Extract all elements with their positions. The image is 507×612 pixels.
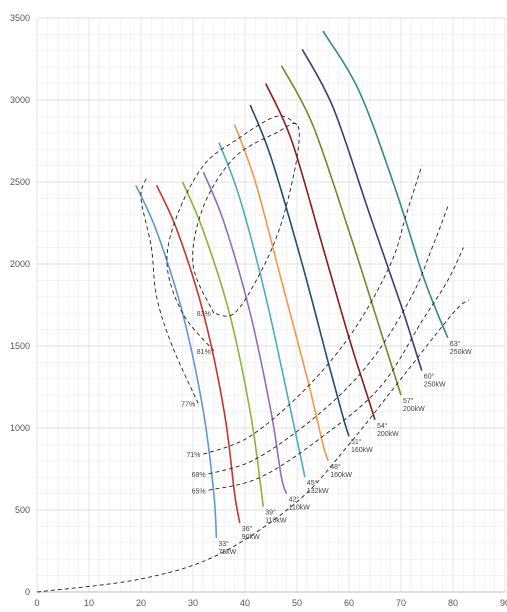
fan-curve-label: 110kW [289, 505, 311, 512]
fan-curve [280, 65, 402, 396]
fan-curve-label: 250kW [450, 349, 472, 356]
efficiency-contour [140, 178, 199, 404]
grid [36, 17, 506, 593]
x-tick-label: 80 [448, 598, 458, 608]
efficiency-contours [140, 115, 464, 491]
fan-curve [265, 83, 376, 421]
x-tick-label: 40 [240, 598, 250, 608]
y-tick-label: 2000 [10, 259, 30, 269]
fan-curve [249, 104, 350, 437]
fan-curve-label: 45° [307, 479, 318, 487]
fan-curve [135, 184, 218, 538]
fan-curve-label: 200kW [403, 406, 425, 413]
efficiency-contour [203, 165, 423, 455]
fan-curve-label: 63° [450, 340, 461, 348]
fan-curve [233, 124, 329, 462]
fan-curve [202, 171, 288, 494]
fan-curve-label: 250kW [424, 382, 446, 389]
x-tick-label: 70 [396, 598, 406, 608]
fan-curve-label: 75kW [218, 549, 236, 556]
fan-curves [135, 30, 449, 538]
fan-curve-label: 160kW [330, 472, 352, 479]
system-curve [36, 299, 469, 593]
y-tick-label: 0 [25, 587, 30, 597]
fan-curve-label: 39° [265, 509, 276, 517]
fan-curve [218, 142, 306, 478]
fan-curve [301, 48, 423, 371]
tick-labels: 0 10 20 30 40 50 60 70 80 90 0 500 1000 1500 2000 2500 3… [10, 13, 507, 608]
fan-curve [155, 184, 241, 524]
y-tick-label: 3500 [10, 13, 30, 23]
fan-curve-label: 33° [218, 540, 229, 548]
efficiency-label: 71% [186, 452, 200, 459]
fan-curve-label: 54° [377, 422, 388, 430]
efficiency-label: 83% [197, 311, 211, 318]
annotations: 33°75kW36°90kW39°110kW42°110kW45°132kW48… [181, 311, 472, 556]
fan-curve-label: 36° [242, 525, 253, 533]
efficiency-label: 68% [192, 472, 206, 479]
efficiency-label: 65% [192, 488, 206, 495]
fan-curve-label: 90kW [242, 534, 260, 541]
x-tick-label: 60 [344, 598, 354, 608]
efficiency-contour [208, 247, 464, 491]
fan-curve [322, 30, 449, 339]
x-tick-label: 0 [34, 598, 39, 608]
y-tick-label: 500 [15, 505, 30, 515]
efficiency-contour [166, 115, 298, 352]
y-tick-label: 3000 [10, 95, 30, 105]
fan-curve-label: 51° [351, 438, 362, 446]
fan-curve-label: 60° [424, 373, 435, 381]
x-tick-label: 20 [136, 598, 146, 608]
x-tick-label: 90 [500, 598, 507, 608]
efficiency-contour [208, 206, 449, 475]
fan-curve-label: 160kW [351, 447, 373, 454]
x-tick-label: 30 [188, 598, 198, 608]
fan-curve-label: 132kW [307, 488, 329, 495]
x-tick-label: 50 [292, 598, 302, 608]
x-tick-label: 10 [84, 598, 94, 608]
efficiency-label: 77% [181, 401, 195, 408]
y-tick-label: 2500 [10, 177, 30, 187]
fan-curve-label: 48° [330, 463, 341, 471]
efficiency-label: 81% [197, 349, 211, 356]
fan-curve-label: 42° [289, 496, 300, 504]
y-tick-label: 1000 [10, 423, 30, 433]
fan-curve [181, 181, 264, 507]
fan-curve-label: 57° [403, 397, 414, 405]
fan-curve-label: 110kW [265, 518, 287, 525]
fan-curve-label: 200kW [377, 431, 399, 438]
y-tick-label: 1500 [10, 341, 30, 351]
